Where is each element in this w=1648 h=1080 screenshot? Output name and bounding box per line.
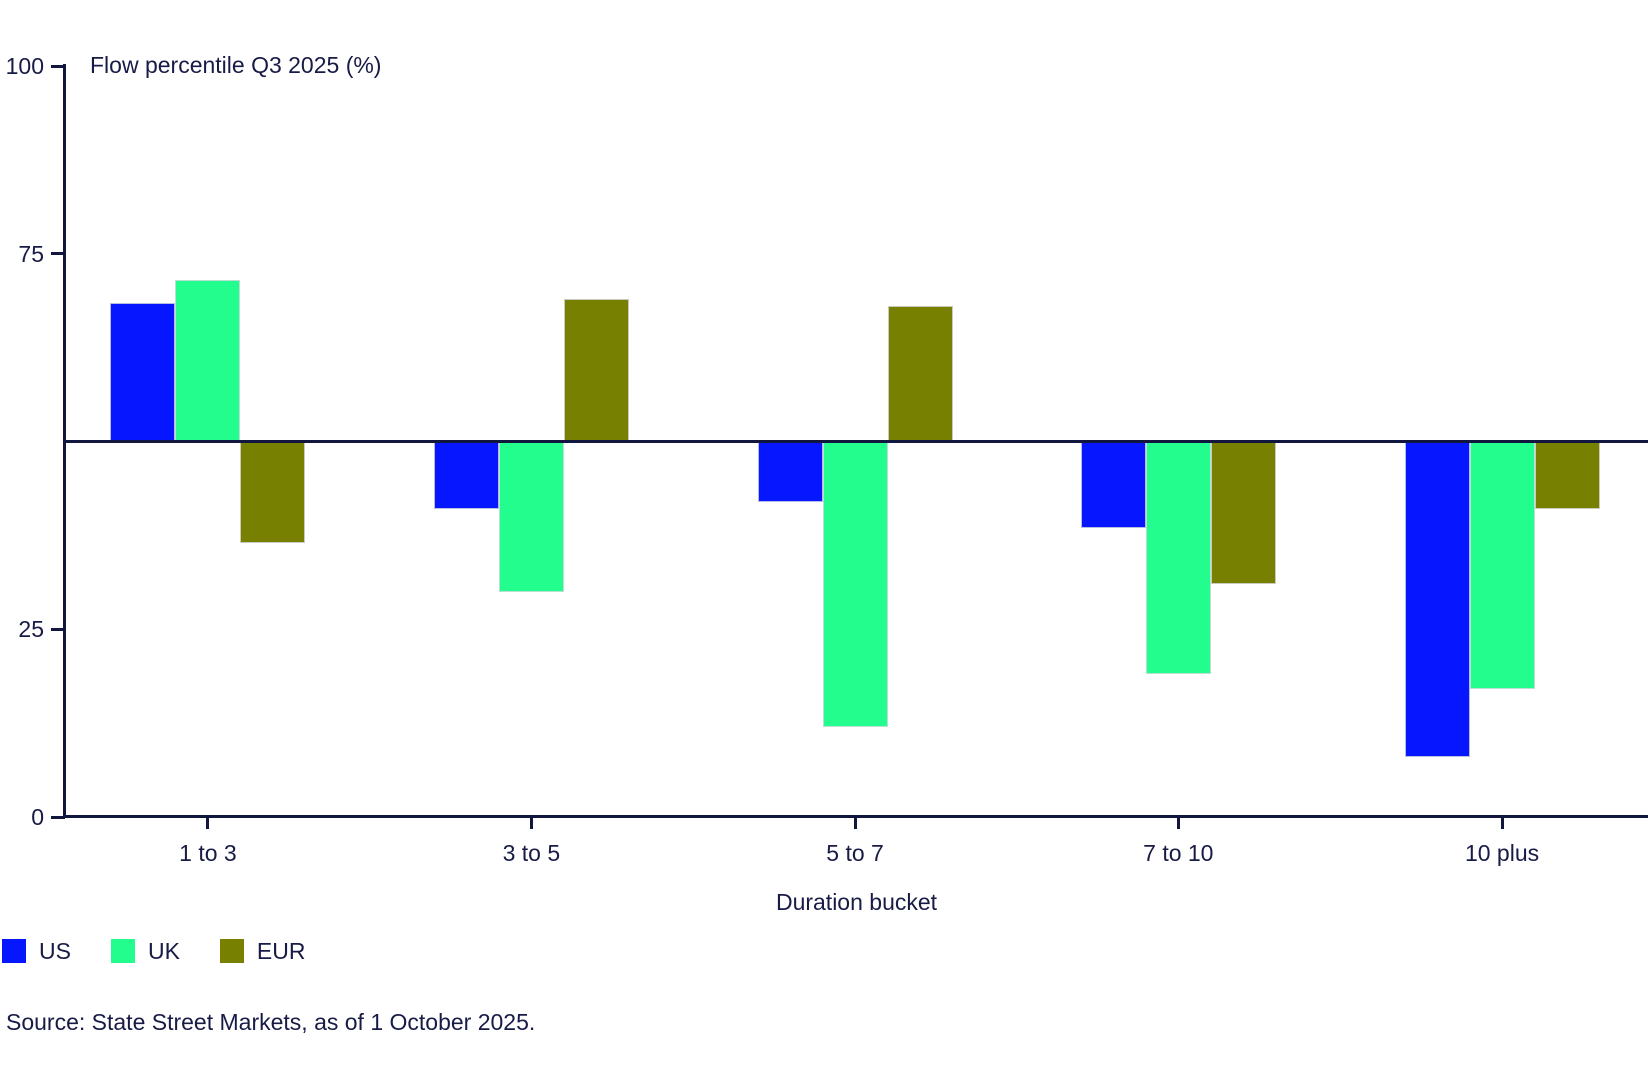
legend-label-us: US bbox=[39, 938, 71, 964]
y-tick-mark bbox=[51, 252, 65, 256]
bar-uk-4 bbox=[1145, 441, 1211, 675]
x-tick-label: 1 to 3 bbox=[179, 840, 237, 866]
legend-label-eur: EUR bbox=[256, 938, 306, 964]
bar-us-2 bbox=[433, 441, 499, 510]
legend-swatch-us bbox=[2, 939, 26, 963]
legend-swatch-uk bbox=[110, 939, 135, 963]
y-tick-mark bbox=[51, 627, 65, 631]
bar-us-1 bbox=[110, 302, 176, 442]
y-tick-label: 100 bbox=[5, 53, 44, 79]
legend-item-eur: EUR bbox=[219, 938, 306, 964]
bar-eur-3 bbox=[887, 306, 953, 442]
legend-item-us: US bbox=[2, 938, 71, 964]
bar-us-4 bbox=[1080, 441, 1146, 528]
legend-label-uk: UK bbox=[147, 938, 180, 964]
bar-us-5 bbox=[1404, 441, 1470, 757]
legend-item-uk: UK bbox=[110, 938, 180, 964]
bar-eur-5 bbox=[1534, 441, 1600, 510]
x-tick-mark bbox=[1500, 818, 1504, 829]
bar-eur-4 bbox=[1210, 441, 1276, 585]
x-tick-label: 7 to 10 bbox=[1143, 840, 1214, 866]
plot-area bbox=[65, 66, 1648, 817]
chart-title: Flow percentile Q3 2025 (%) bbox=[90, 52, 382, 78]
x-tick-label: 10 plus bbox=[1464, 840, 1540, 866]
legend: US UK EUR bbox=[2, 938, 305, 964]
bar-uk-3 bbox=[822, 441, 888, 727]
y-tick-label: 0 bbox=[31, 804, 44, 830]
y-tick-label: 75 bbox=[18, 240, 44, 267]
y-tick-mark bbox=[51, 64, 65, 68]
legend-swatch-eur bbox=[219, 939, 244, 963]
x-tick-mark bbox=[1176, 818, 1180, 829]
x-tick-mark bbox=[529, 818, 533, 829]
bar-eur-2 bbox=[563, 298, 629, 442]
x-tick-label: 5 to 7 bbox=[826, 840, 884, 866]
bar-uk-5 bbox=[1469, 441, 1535, 690]
source-text: Source: State Street Markets, as of 1 Oc… bbox=[6, 1009, 536, 1035]
y-tick-label: 25 bbox=[18, 616, 44, 643]
baseline-rule bbox=[63, 440, 1648, 443]
bar-uk-2 bbox=[498, 441, 564, 592]
x-tick-mark bbox=[853, 818, 857, 829]
bar-eur-1 bbox=[240, 441, 306, 543]
bar-us-3 bbox=[757, 441, 823, 502]
x-axis-title: Duration bucket bbox=[775, 889, 938, 915]
x-axis-line bbox=[63, 815, 1648, 818]
x-tick-mark bbox=[206, 818, 210, 829]
x-tick-label: 3 to 5 bbox=[502, 840, 561, 866]
bar-uk-1 bbox=[175, 280, 241, 442]
y-tick-mark bbox=[51, 815, 65, 819]
